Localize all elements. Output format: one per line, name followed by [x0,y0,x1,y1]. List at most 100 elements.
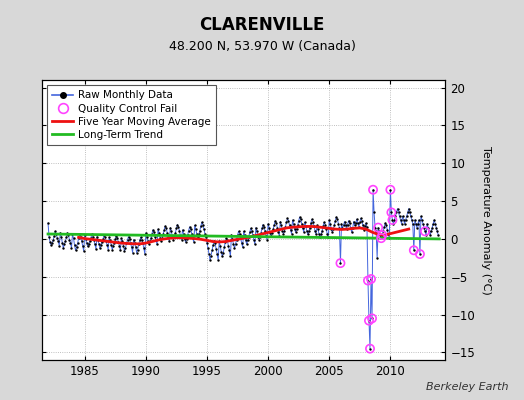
Point [242,237,250,244]
Point [354,220,362,226]
Point [215,238,223,244]
Point [328,229,336,235]
Point [280,227,289,234]
Point [315,231,323,238]
Point [337,220,346,227]
Point [314,226,322,232]
Point [168,234,177,240]
Point [340,222,348,228]
Point [162,225,170,232]
Point [149,227,157,233]
Point [127,244,136,250]
Point [85,238,94,244]
Point [325,217,333,223]
Text: CLARENVILLE: CLARENVILLE [199,16,325,34]
Point [329,226,337,232]
Point [218,253,226,260]
Point [138,240,147,247]
Point [419,220,427,227]
Point [50,233,58,239]
Point [264,220,272,227]
Point [192,226,200,232]
Point [300,229,308,235]
Point [416,251,424,257]
Point [82,236,90,242]
Point [206,257,214,263]
Point [67,245,75,251]
Point [103,242,111,248]
Point [97,242,105,248]
Point [422,232,430,238]
Point [53,235,61,241]
Point [379,228,387,234]
Point [191,222,199,228]
Point [89,234,97,240]
Point [418,217,426,223]
Point [365,318,373,324]
Point [187,226,195,232]
Point [260,224,268,230]
Point [134,246,142,253]
Point [320,219,329,226]
Point [88,231,96,238]
Point [339,224,347,231]
Point [176,233,184,239]
Point [381,220,389,226]
Point [373,255,381,261]
Point [185,224,194,230]
Point [190,239,198,245]
Point [426,232,434,238]
Point [106,237,114,244]
Point [293,222,302,228]
Point [303,231,312,238]
Point [73,240,82,247]
Point [72,244,81,250]
Point [178,227,187,233]
Point [122,240,130,247]
Point [327,226,335,232]
Point [414,217,423,223]
Point [232,236,241,243]
Point [386,186,395,193]
Point [408,217,416,223]
Point [121,245,129,251]
Point [285,222,293,228]
Point [248,227,256,234]
Point [350,218,358,225]
Point [244,237,252,244]
Point [102,238,110,244]
Point [99,236,107,242]
Point [369,186,377,193]
Point [96,245,104,251]
Point [132,244,140,250]
Point [261,228,269,234]
Point [216,242,224,249]
Point [112,233,121,239]
Point [305,224,314,231]
Point [139,245,148,251]
Point [317,231,325,238]
Point [163,230,171,236]
Point [402,213,411,220]
Point [84,243,92,250]
Point [224,242,233,249]
Point [166,224,174,231]
Point [160,227,168,233]
Point [209,242,217,248]
Point [230,241,238,248]
Point [55,242,63,249]
Point [352,220,360,226]
Point [100,232,108,238]
Point [268,230,276,236]
Point [395,213,403,220]
Point [105,234,113,241]
Point [129,236,138,243]
Point [210,238,219,244]
Point [366,346,374,352]
Point [63,230,72,236]
Point [45,234,53,240]
Point [199,221,207,228]
Point [235,230,244,237]
Point [410,247,418,254]
Point [303,228,311,234]
